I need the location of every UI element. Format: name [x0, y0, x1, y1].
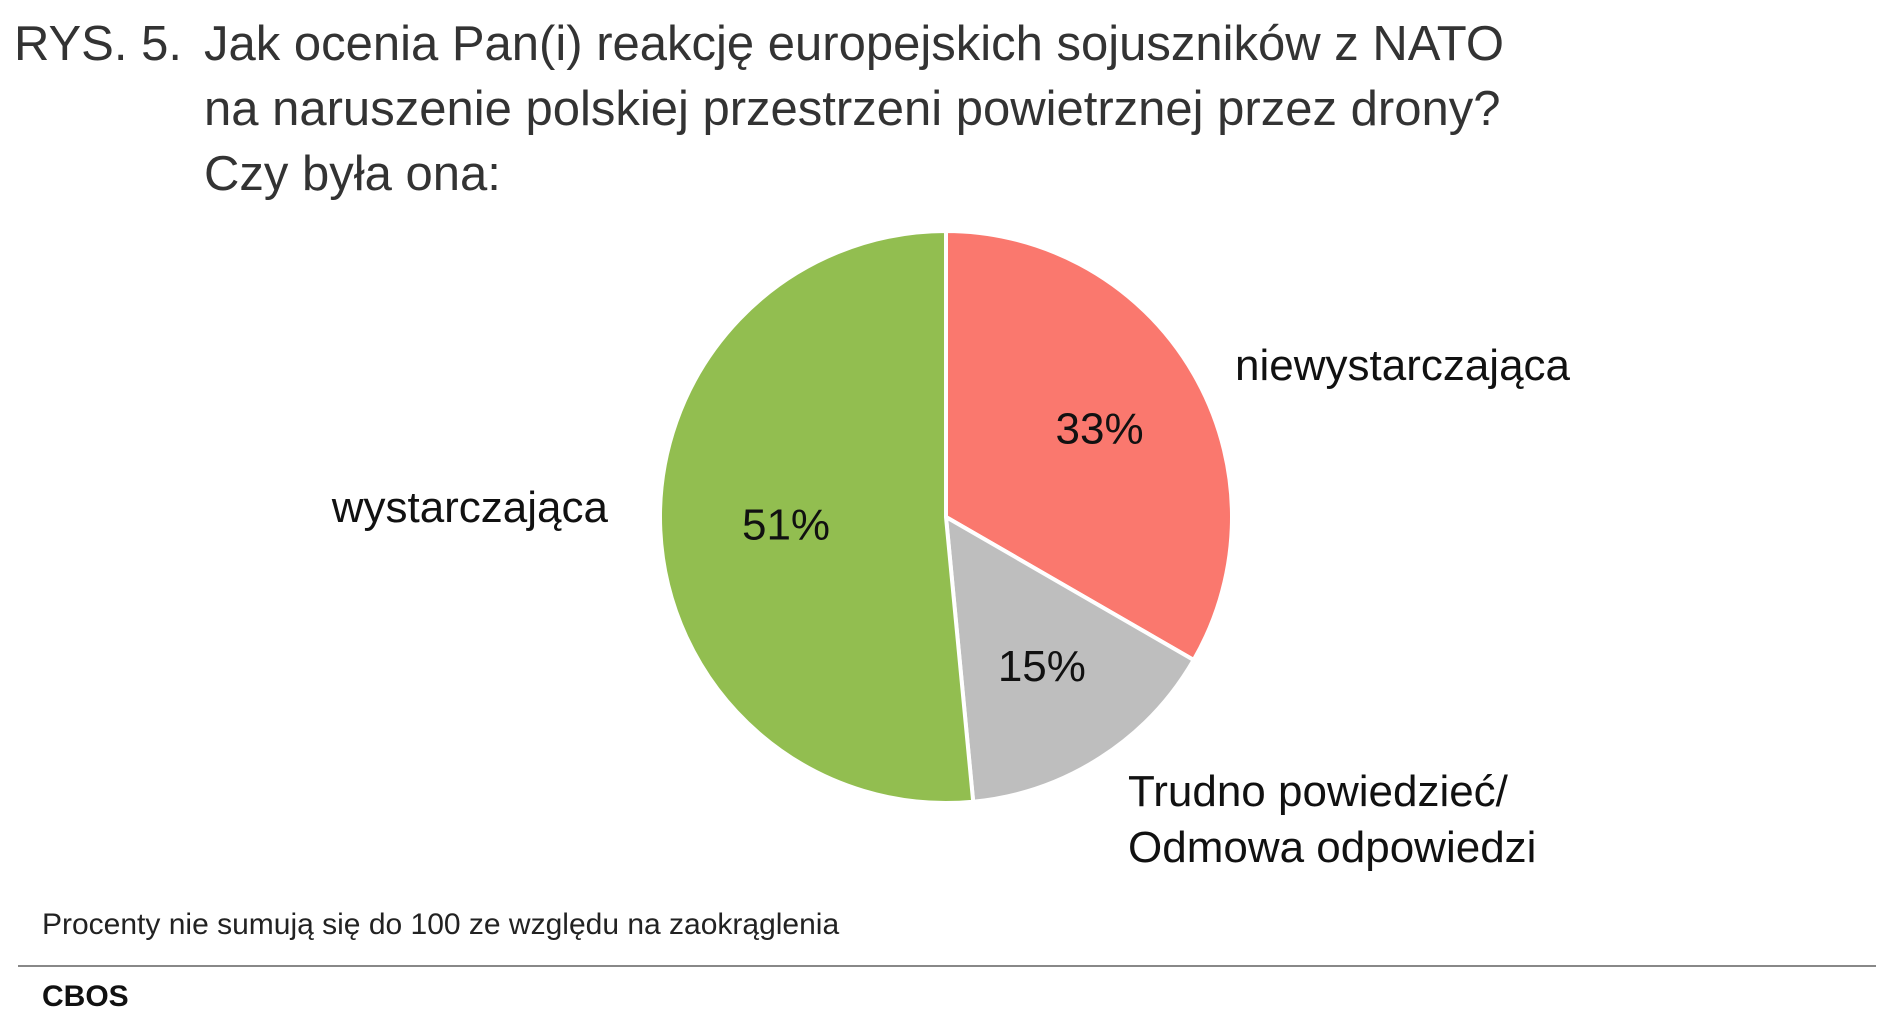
pie-slice-3 [658, 228, 976, 805]
figure-number: RYS. 5. [14, 17, 182, 71]
slice-category-label-2: Trudno powiedzieć/Odmowa odpowiedzi [1128, 767, 1536, 872]
footnote: Procenty nie sumują się do 100 ze względ… [42, 908, 840, 941]
pie-slice-2 [943, 513, 1197, 804]
slice-value-label-3: 51% [742, 501, 830, 550]
title-line-3: Czy była ona: [204, 147, 501, 201]
title-line-2: na naruszenie polskiej przestrzeni powie… [204, 82, 1501, 136]
slice-category-label-1: niewystarczająca [1235, 341, 1571, 390]
pie-chart: 33% niewystarczająca 15% Trudno powiedzieć/… [330, 228, 1571, 872]
title-line-1: Jak ocenia Pan(i) reakcję europejskich s… [204, 17, 1504, 71]
slice-category-label-line: niewystarczająca [1235, 341, 1571, 390]
slice-category-label-line: wystarczająca [331, 483, 609, 532]
slice-category-label-3: wystarczająca [331, 483, 609, 532]
pie-slice-1 [944, 228, 1234, 663]
slice-value-label-2: 15% [998, 642, 1086, 691]
divider [18, 965, 1876, 967]
slice-category-label-line: Odmowa odpowiedzi [1128, 823, 1536, 872]
slice-value-label-1: 33% [1056, 404, 1144, 453]
source-label: CBOS [42, 980, 129, 1013]
slice-category-label-line: Trudno powiedzieć/ [1128, 767, 1509, 816]
